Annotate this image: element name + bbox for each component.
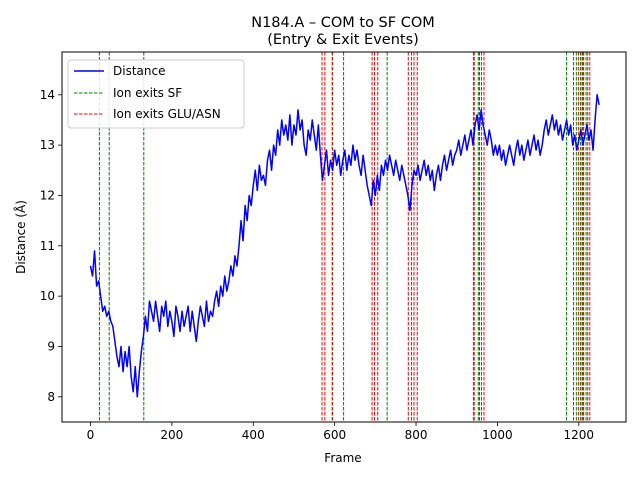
chart-title: N184.A – COM to SF COM xyxy=(251,15,435,31)
distance-series xyxy=(89,94,600,398)
legend-label-distance: Distance xyxy=(113,64,165,78)
y-axis-ticks: 8 9 10 11 12 13 14 xyxy=(40,88,62,404)
x-tick-label: 1000 xyxy=(482,428,513,442)
y-tick-label: 14 xyxy=(40,88,55,102)
legend: Distance Ion exits SF Ion exits GLU/ASN xyxy=(67,59,245,129)
y-tick-label: 8 xyxy=(47,390,55,404)
plot-area-frame xyxy=(61,51,627,423)
distance-line xyxy=(89,94,600,398)
legend-box xyxy=(67,59,245,129)
legend-label-ion-exits-sf: Ion exits SF xyxy=(113,86,182,100)
x-tick-label: 0 xyxy=(87,428,95,442)
y-tick-label: 12 xyxy=(40,188,55,202)
x-tick-label: 200 xyxy=(160,428,183,442)
y-axis-label: Distance (Å) xyxy=(13,200,28,274)
x-tick-label: 600 xyxy=(323,428,346,442)
y-tick-label: 13 xyxy=(40,138,55,152)
y-tick-label: 9 xyxy=(47,339,55,353)
x-axis-label: Frame xyxy=(324,451,361,465)
x-axis-ticks: 0 200 400 600 800 1000 1200 xyxy=(87,422,594,442)
x-tick-label: 400 xyxy=(242,428,265,442)
y-tick-label: 11 xyxy=(40,239,55,253)
legend-label-ion-exits-glu-asn: Ion exits GLU/ASN xyxy=(113,107,221,121)
chart-subtitle: (Entry & Exit Events) xyxy=(267,32,419,48)
x-tick-label: 1200 xyxy=(564,428,595,442)
x-tick-label: 800 xyxy=(405,428,428,442)
y-tick-label: 10 xyxy=(40,289,55,303)
